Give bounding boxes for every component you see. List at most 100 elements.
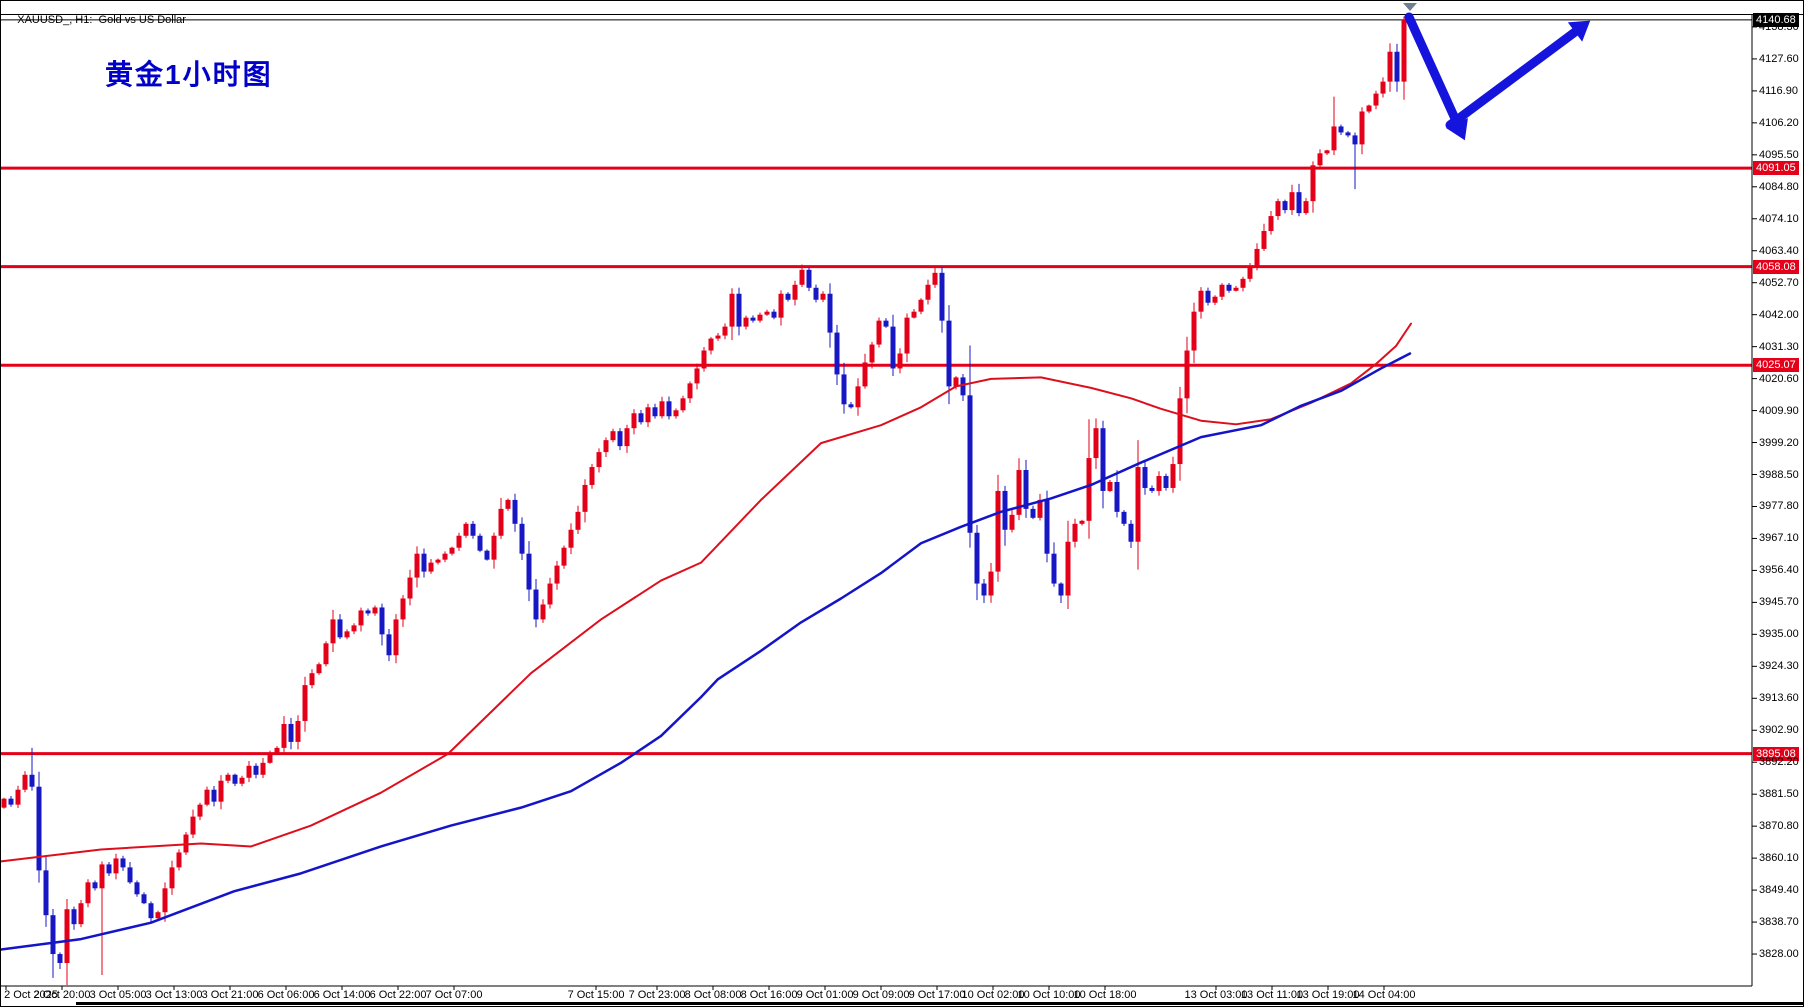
sr-level-badge: 4025.07 — [1753, 358, 1799, 373]
candle-body — [1401, 19, 1407, 82]
candle-body — [253, 765, 259, 775]
candle-body — [526, 553, 532, 590]
candle-body — [680, 398, 686, 411]
price-axis-label: 3913.60 — [1759, 692, 1799, 705]
candle-body — [400, 598, 406, 620]
candle-body — [1149, 487, 1155, 491]
candle-body — [148, 903, 154, 919]
candle-body — [211, 789, 217, 802]
candle-body — [638, 413, 644, 423]
price-axis-label: 3902.90 — [1759, 724, 1799, 737]
horizontal-scrollbar[interactable] — [76, 1002, 1804, 1005]
candle-body — [848, 404, 854, 408]
candle-body — [673, 410, 679, 417]
candle-body — [1, 798, 7, 808]
candle-body — [15, 789, 21, 805]
forecast-arrow-head — [1446, 118, 1468, 141]
candle-body — [218, 780, 224, 802]
time-axis-label: 8 Oct 08:00 — [684, 989, 742, 1001]
time-axis-label: 3 Oct 21:00 — [201, 989, 259, 1001]
price-axis-label: 4052.70 — [1759, 276, 1799, 289]
candle-body — [596, 452, 602, 468]
candle-body — [722, 326, 728, 336]
candle-body — [582, 484, 588, 512]
candle-body — [442, 553, 448, 560]
price-axis-label: 3828.00 — [1759, 948, 1799, 961]
candle-body — [946, 320, 952, 387]
candle-body — [22, 774, 28, 790]
candle-body — [876, 320, 882, 345]
price-axis-label: 3838.70 — [1759, 916, 1799, 929]
ma-slow-blue-line — [1, 352, 1412, 951]
candle-body — [456, 535, 462, 548]
candle-body — [1163, 476, 1169, 488]
candle-body — [862, 362, 868, 387]
candle-body — [1394, 51, 1400, 82]
candle-body — [169, 867, 175, 889]
candle-body — [701, 350, 707, 369]
chart-annotation-title: 黄金1小时图 — [105, 59, 273, 90]
price-axis-label: 4074.10 — [1759, 212, 1799, 225]
candle-body — [484, 550, 490, 560]
time-axis-label: 7 Oct 15:00 — [567, 989, 625, 1001]
candle-body — [225, 774, 231, 781]
price-axis-label: 4138.30 — [1759, 20, 1799, 33]
price-axis-label: 4106.20 — [1759, 116, 1799, 129]
candle-body — [1023, 470, 1029, 509]
price-axis-label: 4042.00 — [1759, 308, 1799, 321]
candle-body — [421, 553, 427, 572]
candle-body — [1121, 511, 1127, 524]
price-axis-label: 4095.50 — [1759, 148, 1799, 161]
candle-body — [127, 867, 133, 883]
candle-body — [141, 894, 147, 904]
candle-body — [834, 332, 840, 375]
candle-body — [799, 269, 805, 285]
candle-body — [743, 317, 749, 327]
candle-body — [624, 428, 630, 447]
price-axis-label: 3999.20 — [1759, 436, 1799, 449]
candle-body — [645, 407, 651, 423]
candle-body — [1156, 476, 1162, 491]
candle-body — [1079, 520, 1085, 524]
candle-body — [106, 864, 112, 874]
candle-body — [1037, 499, 1043, 518]
sr-level-badge: 4091.05 — [1753, 161, 1799, 176]
candle-body — [1373, 93, 1379, 106]
candle-body — [309, 673, 315, 686]
candle-body — [113, 858, 119, 874]
candle-body — [981, 583, 987, 596]
candle-body — [372, 607, 378, 614]
candle-body — [1219, 284, 1225, 297]
candle-body — [281, 723, 287, 748]
candle-body — [99, 864, 105, 889]
candle-body — [932, 272, 938, 285]
candle-body — [953, 377, 959, 387]
time-axis-label: 6 Oct 06:00 — [257, 989, 315, 1001]
candle-body — [1016, 470, 1022, 515]
candle-body — [1226, 284, 1232, 291]
candle-body — [239, 777, 245, 784]
candle-body — [1128, 523, 1134, 542]
candle-body — [1275, 201, 1281, 217]
candle-body — [288, 723, 294, 742]
candle-body — [1072, 523, 1078, 542]
candle-body — [1030, 508, 1036, 518]
candle-body — [50, 915, 56, 955]
candle-body — [351, 625, 357, 632]
candle-body — [1058, 583, 1064, 596]
candle-body — [897, 353, 903, 369]
candle-body — [687, 383, 693, 399]
candle-body — [540, 604, 546, 620]
candle-body — [1247, 266, 1253, 279]
candle-body — [57, 954, 63, 963]
candle-body — [1142, 467, 1148, 488]
time-axis-label: 13 Oct 19:00 — [1296, 989, 1360, 1001]
candle-body — [666, 401, 672, 417]
candle-body — [617, 431, 623, 447]
candle-body — [71, 909, 77, 925]
candle-body — [1170, 464, 1176, 488]
candle-body — [1240, 278, 1246, 288]
candle-body — [967, 395, 973, 533]
candle-body — [547, 583, 553, 605]
